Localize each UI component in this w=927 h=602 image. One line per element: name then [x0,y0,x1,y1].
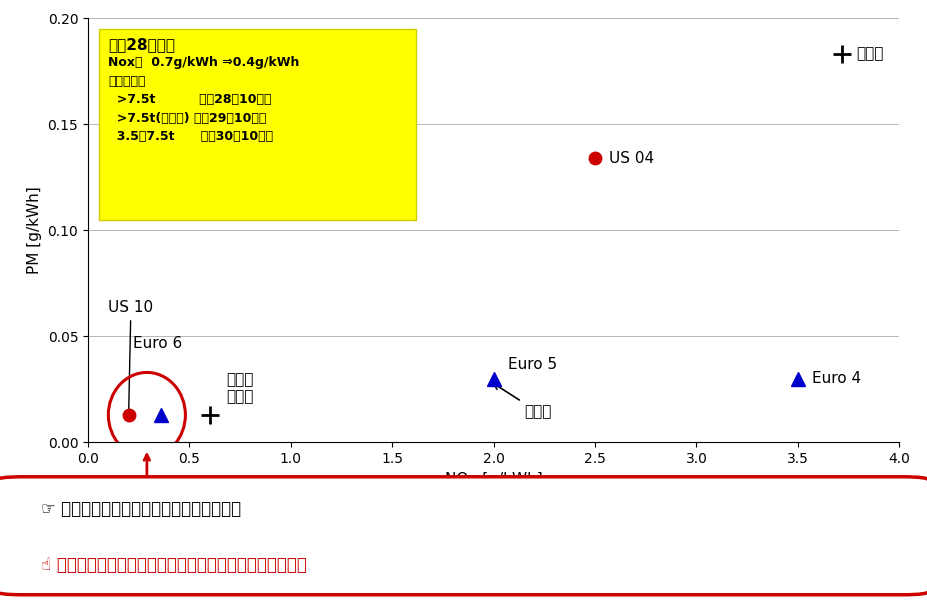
Text: 新短期: 新短期 [857,46,884,61]
Text: 新長期: 新長期 [493,383,552,419]
X-axis label: NOx [g/kWh]: NOx [g/kWh] [445,472,542,487]
Text: ☝ 地域・国によらず、同じ排ガス後処理装置が必要になる: ☝ 地域・国によらず、同じ排ガス後処理装置が必要になる [41,556,307,574]
Text: 平成28年規制: 平成28年規制 [108,37,175,52]
FancyBboxPatch shape [0,477,927,595]
Text: Nox：  0.7g/kWh ⇒0.4g/kWh
適用時期：
  >7.5t          平成28年10月～
  >7.5t(けん引) 平成29年10月～: Nox： 0.7g/kWh ⇒0.4g/kWh 適用時期： >7.5t 平成28… [108,56,299,143]
Text: ポスト
新長期: ポスト 新長期 [226,372,253,405]
Text: Euro 5: Euro 5 [508,358,557,373]
Y-axis label: PM [g/kWh]: PM [g/kWh] [27,187,42,274]
Text: US 10: US 10 [108,300,154,412]
Text: ☞ 日米欧共にほぼ同じ厳しさの排ガス規制: ☞ 日米欧共にほぼ同じ厳しさの排ガス規制 [41,500,241,518]
Text: US 04: US 04 [609,150,654,166]
FancyBboxPatch shape [99,29,415,220]
Text: Euro 4: Euro 4 [812,371,861,386]
Text: Euro 6: Euro 6 [133,337,182,351]
